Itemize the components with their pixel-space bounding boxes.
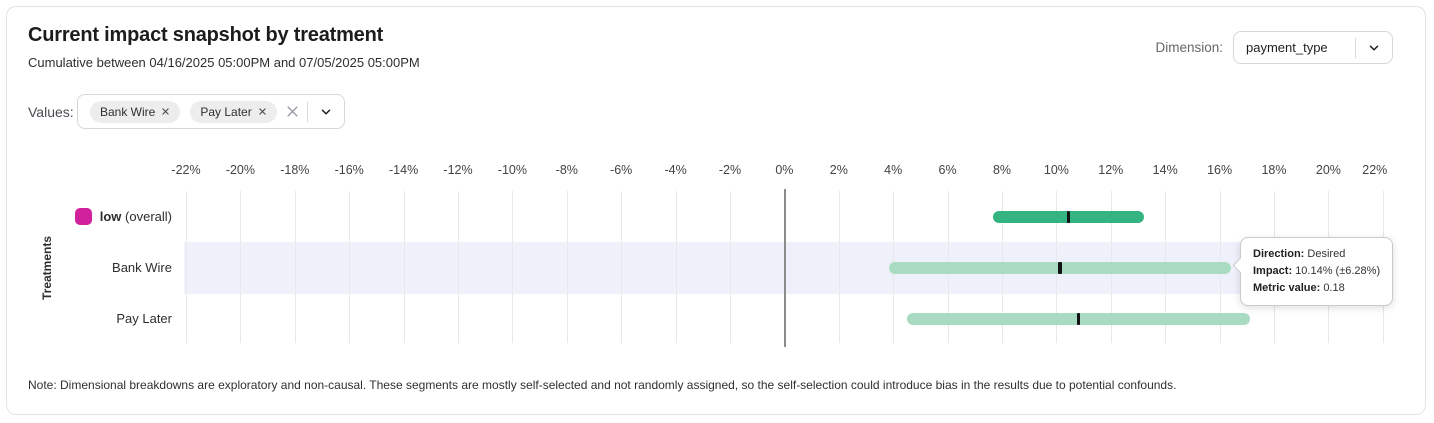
row-label-text: Bank Wire <box>112 259 172 275</box>
legend-swatch <box>74 208 92 226</box>
select-divider <box>1355 37 1356 58</box>
impact-point-marker <box>1066 210 1071 223</box>
axis-tick-label: 0% <box>775 163 794 177</box>
axis-tick-label: -8% <box>555 163 578 177</box>
axis-tick-label: 18% <box>1261 163 1287 177</box>
axis-tick-label: 6% <box>938 163 957 177</box>
axis-tick-label: -6% <box>610 163 633 177</box>
dimension-control: Dimension: payment_type <box>1155 31 1393 64</box>
axis-tick-label: -4% <box>664 163 687 177</box>
page-title: Current impact snapshot by treatment <box>28 24 384 46</box>
axis-tick-label: -10% <box>497 163 527 177</box>
gridline <box>349 191 351 343</box>
gridline <box>566 191 568 343</box>
gridline <box>675 191 677 343</box>
axis-tick-label: -20% <box>225 163 255 177</box>
tooltip-impact-row: Impact: 10.14% (±6.28%) <box>1253 265 1381 277</box>
panel-card <box>6 6 1426 415</box>
axis-tick-label: 22% <box>1362 163 1388 177</box>
axis-tick-label: 4% <box>884 163 903 177</box>
tooltip-direction-row: Direction: Desired <box>1253 248 1346 260</box>
axis-tick-label: 16% <box>1207 163 1233 177</box>
axis-tick-label: 20% <box>1315 163 1341 177</box>
dimension-label: Dimension: <box>1155 40 1223 55</box>
gridline <box>294 191 296 343</box>
gridline <box>240 191 242 343</box>
dimension-select[interactable]: payment_type <box>1233 31 1393 64</box>
chip-remove-x-icon[interactable] <box>258 107 267 116</box>
axis-tick-label: -16% <box>334 163 364 177</box>
chevron-down-icon <box>1356 41 1392 55</box>
axis-tick-label: -12% <box>443 163 473 177</box>
axis-tick-label: -22% <box>171 163 201 177</box>
chip-remove-x-icon[interactable] <box>161 107 170 116</box>
clear-x-icon <box>286 106 298 117</box>
gridline <box>621 191 623 343</box>
tooltip-metric-row: Metric value: 0.18 <box>1253 282 1345 294</box>
gridline <box>512 191 514 343</box>
filter-chip-label: Bank Wire <box>100 104 156 119</box>
axis-tick-label: 8% <box>992 163 1012 177</box>
values-multiselect[interactable]: Bank Wire Pay Later <box>77 94 345 129</box>
date-range-subtitle: Cumulative between 04/16/2025 05:00PM an… <box>28 55 420 70</box>
gridline <box>458 191 459 343</box>
dimension-selected-value: payment_type <box>1246 40 1328 55</box>
gridline <box>403 191 405 343</box>
impact-point-marker <box>1076 313 1081 326</box>
axis-tick-label: -2% <box>718 163 742 177</box>
selected-value-chips: Bank Wire Pay Later <box>78 100 277 123</box>
impact-point-marker <box>1058 261 1062 274</box>
gridline <box>838 191 840 343</box>
row-label-text: low (overall) <box>99 208 172 224</box>
axis-tick-label: -18% <box>280 163 310 177</box>
row-label: Pay Later <box>0 308 172 330</box>
gridline <box>730 191 731 343</box>
row-label-text: Pay Later <box>116 311 172 327</box>
values-label: Values: <box>28 104 74 120</box>
chevron-down-icon <box>321 108 331 115</box>
bar-tooltip: Direction: Desired Impact: 10.14% (±6.28… <box>1232 237 1394 306</box>
axis-tick-label: -14% <box>389 163 419 177</box>
select-divider <box>307 101 308 122</box>
gridline <box>186 191 187 343</box>
axis-tick-label: 14% <box>1152 163 1178 177</box>
filter-chip-label: Pay Later <box>200 104 252 119</box>
row-label: Bank Wire <box>0 257 172 279</box>
zero-axis-line <box>784 189 786 347</box>
axis-tick-label: 10% <box>1043 163 1069 177</box>
filter-chip[interactable]: Bank Wire <box>90 100 181 123</box>
axis-tick-label: 2% <box>829 163 848 177</box>
filter-chip[interactable]: Pay Later <box>190 100 277 123</box>
row-label: low (overall) <box>0 206 172 228</box>
disclaimer-note: Note: Dimensional breakdowns are explora… <box>28 378 1177 392</box>
axis-tick-label: 12% <box>1098 163 1124 177</box>
clear-all-button[interactable] <box>277 104 307 119</box>
values-dropdown-button[interactable] <box>308 105 344 119</box>
